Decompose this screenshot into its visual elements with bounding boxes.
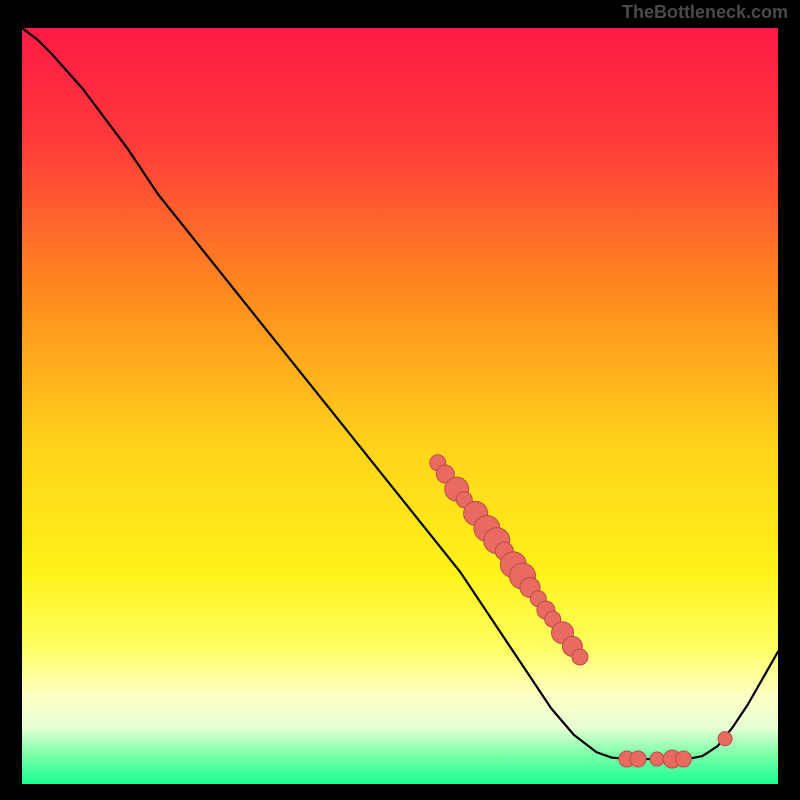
data-marker (572, 649, 588, 665)
attribution-label: TheBottleneck.com (622, 2, 788, 23)
data-marker (650, 752, 664, 766)
gradient-background (22, 28, 778, 784)
chart-container: TheBottleneck.com (0, 0, 800, 800)
plot-svg (22, 28, 778, 784)
data-marker (630, 751, 646, 767)
plot-area (22, 28, 778, 784)
data-marker (718, 732, 732, 746)
data-marker (676, 751, 692, 767)
